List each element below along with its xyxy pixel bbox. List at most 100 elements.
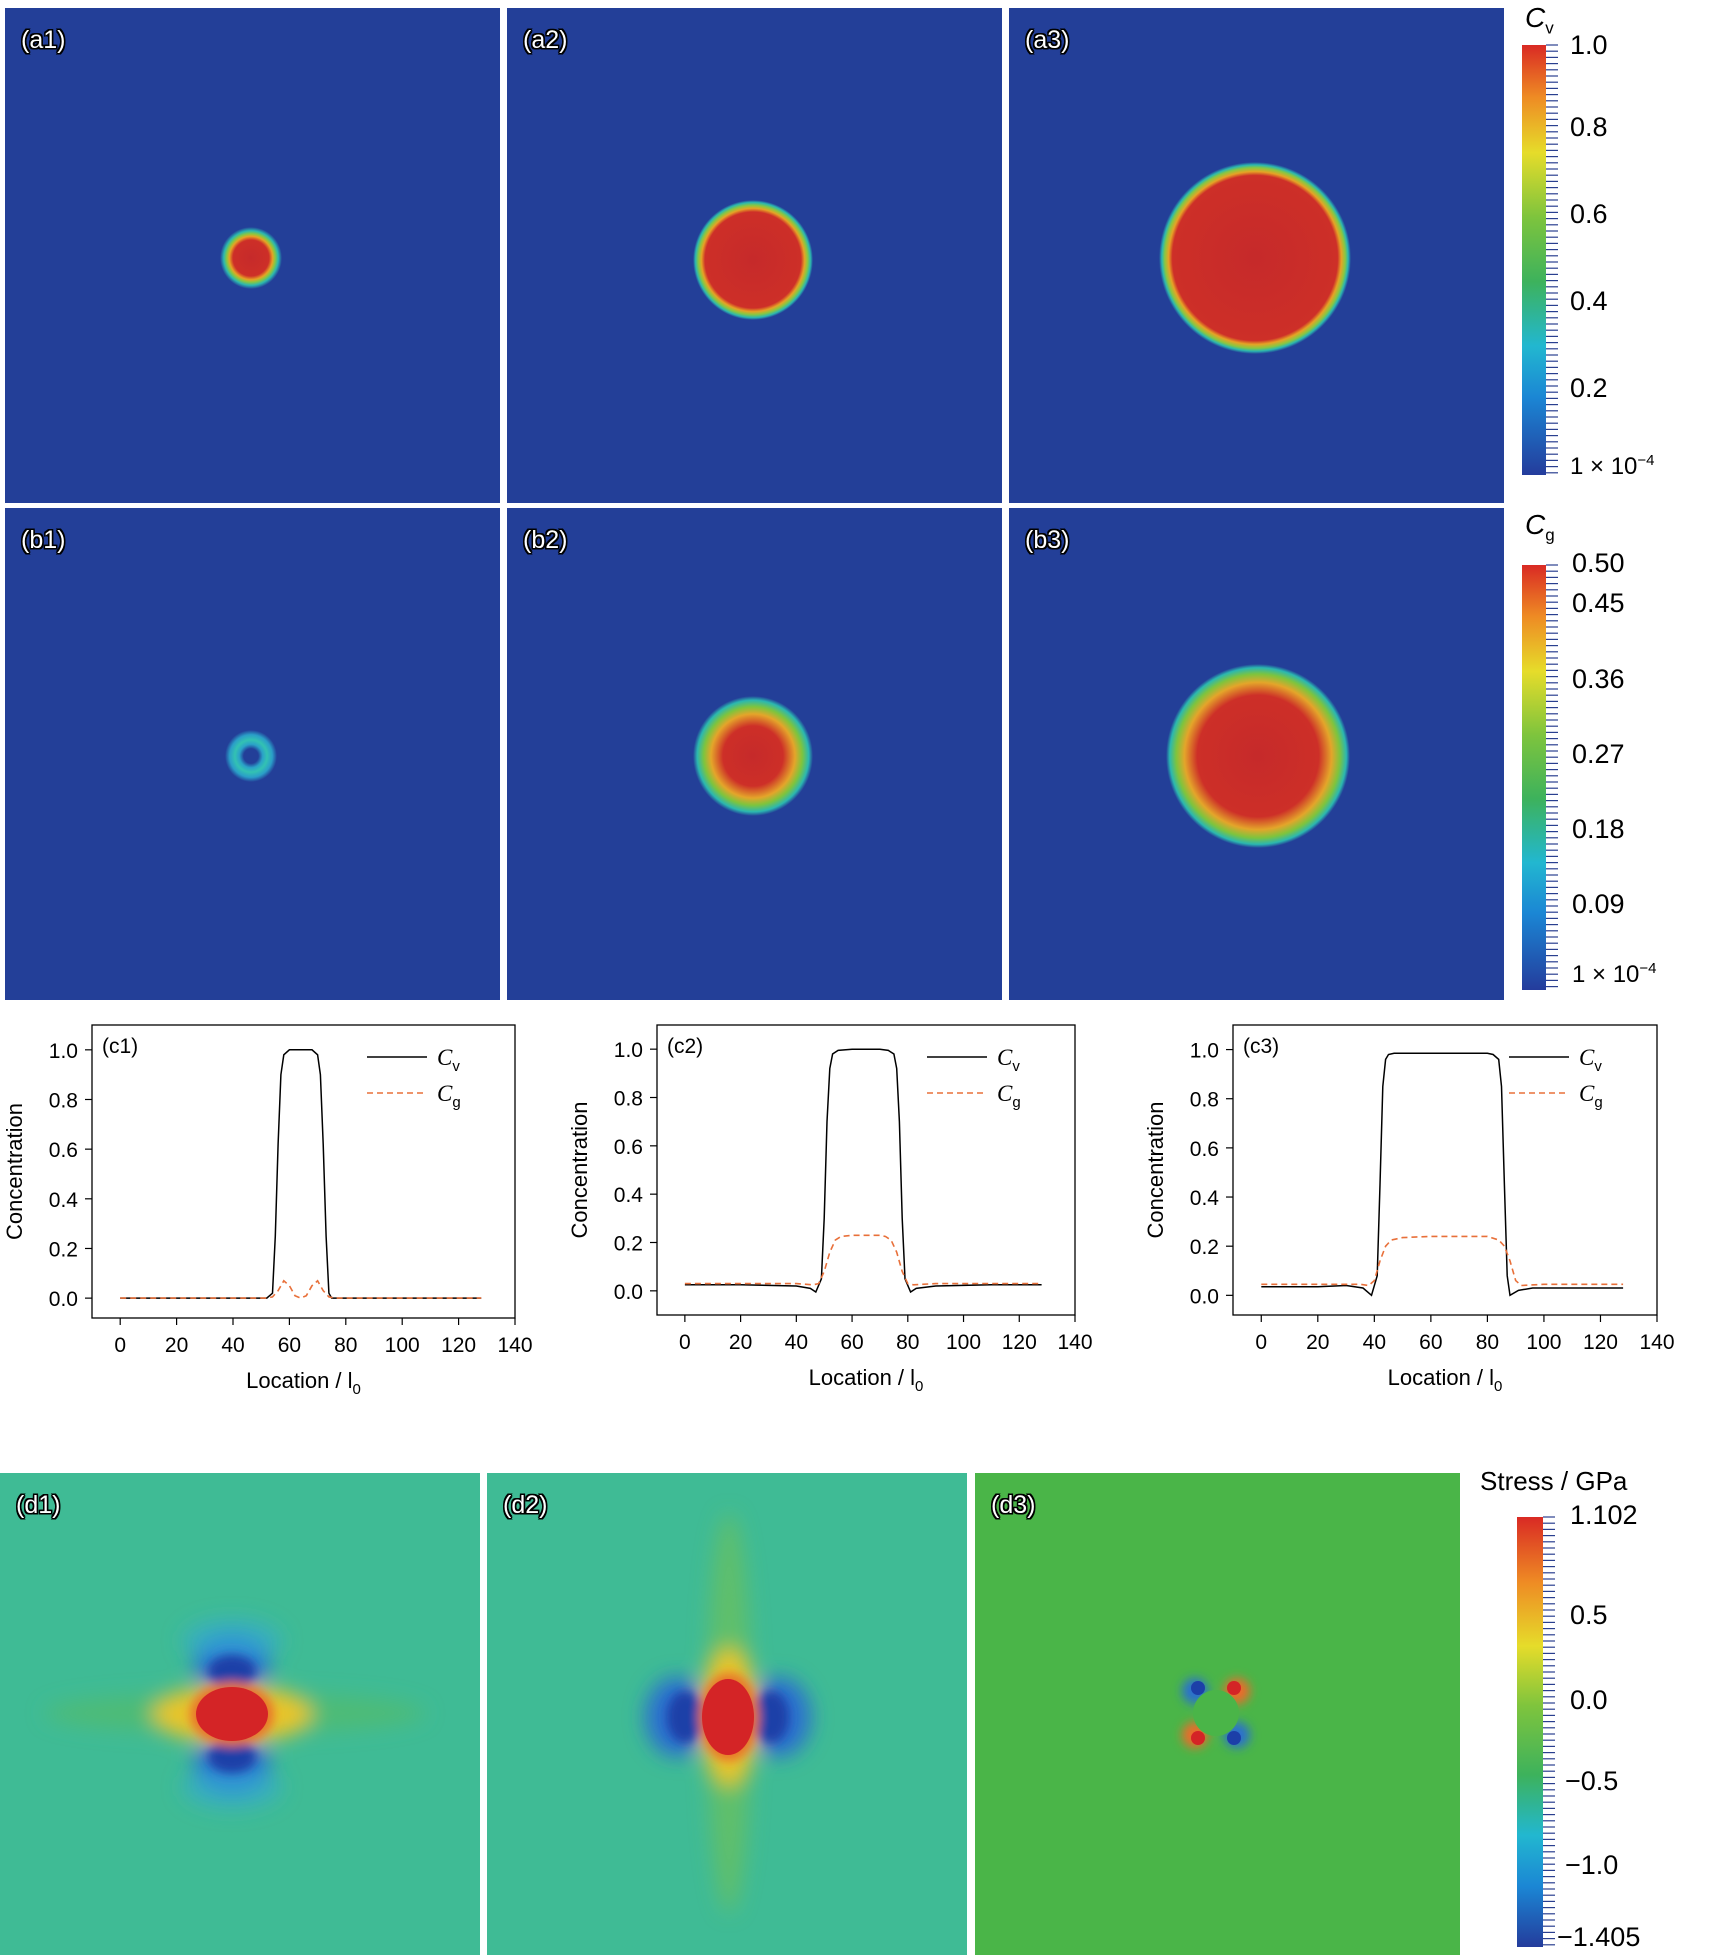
x-axis-label-sub: 0 [915,1378,923,1395]
x-tick-label: 40 [785,1331,808,1354]
colorbar-title: Stress / GPa [1480,1466,1628,1496]
x-tick-label: 60 [1419,1331,1442,1354]
x-tick-label: 20 [165,1334,188,1357]
series-line-v [1261,1052,1624,1297]
colorbar-tick: 1.102 [1570,1500,1638,1530]
x-tick-label: 20 [1306,1331,1329,1354]
x-tick-label: 80 [1476,1331,1499,1354]
map-d2: (d2) [487,1473,967,1955]
legend-label-sub: g [1012,1094,1020,1111]
plot-label: (c2) [667,1035,703,1058]
colorbar-tick: −0.5 [1565,1766,1619,1796]
y-tick-label: 0.8 [49,1089,78,1112]
y-tick-label: 1.0 [614,1039,643,1062]
colorbar-title: Cv [1525,2,1554,38]
legend-label: Cv [1579,1045,1602,1075]
x-tick-label: 40 [1363,1331,1386,1354]
x-tick-label: 120 [441,1334,476,1357]
plot-c2: 0 20 40 60 80 100 120 140 0.0 0.2 0.4 0.6 0.8 1.0 Loca… [567,1024,1093,1395]
series-line-g [120,1279,482,1299]
series-line-g [1261,1235,1624,1287]
y-tick-label: 0.4 [614,1184,644,1207]
plot-c3: 0 20 40 60 80 100 120 140 0.0 0.2 0.4 0.6 0.8 1.0 Loca… [1143,1024,1675,1395]
x-axis-label: Location / l0 [1388,1365,1503,1395]
x-tick-label: 120 [1002,1331,1037,1354]
panel-label: (a3) [1025,26,1070,54]
x-tick-label: 140 [497,1334,532,1357]
legend-label: Cg [997,1081,1021,1111]
legend-label-sub: g [1594,1094,1602,1111]
colorbar-tick: 0.2 [1570,373,1608,403]
y-axis-label: Concentration [2,1103,27,1240]
colorbar-cv: Cv 1.0 0.8 0.6 0.4 0.2 1 × 10−4 [1520,0,1710,500]
colorbar-stress: Stress / GPa 1.102 0.5 0.0 −0.5 −1.0 −1.… [1475,1460,1715,1955]
plot-c1: 0 20 40 60 80 100 120 140 0.0 0.2 0.4 0.6 0.8 1.0 Loca… [2,1024,533,1398]
legend-label: Cg [1579,1081,1603,1111]
colorbar-tick: 0.27 [1572,739,1625,769]
series-line-v [684,1048,1042,1294]
x-tick-label: 80 [896,1331,919,1354]
y-tick-label: 0.8 [1190,1089,1219,1112]
colorbar-tick: 0.50 [1572,548,1625,578]
x-tick-label: 60 [278,1334,301,1357]
y-axis-label: Concentration [1143,1102,1168,1239]
legend-label-sub: v [1012,1058,1020,1075]
colorbar-gradient [1517,1516,1555,1947]
map-b2: (b2) [507,508,1002,1000]
colorbar-tick: 0.0 [1570,1685,1608,1715]
map-b3: (b3) [1009,508,1504,1000]
legend-label-sub: v [452,1058,460,1075]
colorbar-tick: −1.0 [1565,1850,1619,1880]
map-a2: (a2) [507,8,1002,503]
y-tick-label: 0.0 [614,1281,643,1304]
panel-label: (d3) [991,1491,1036,1519]
legend-label: Cv [437,1045,460,1075]
panel-label: (d1) [16,1491,61,1519]
map-b1: (b1) [5,508,500,1000]
y-tick-label: 0.2 [614,1233,643,1256]
colorbar-title: Cg [1525,509,1555,545]
y-tick-label: 0.6 [614,1136,643,1159]
panel-label: (b1) [21,526,66,554]
plot-frame [91,1024,516,1319]
colorbar-tick: 1 × 10−4 [1572,960,1657,988]
legend-label-sub: v [1594,1058,1602,1075]
y-tick-label: 0.2 [1190,1236,1219,1259]
y-tick-label: 0.6 [49,1139,78,1162]
colorbar-tick: 0.6 [1570,199,1608,229]
colorbar-tick: 0.18 [1572,814,1625,844]
series-line-g [684,1234,1042,1286]
x-axis-label-sub: 0 [353,1381,361,1398]
x-tick-label: 60 [840,1331,863,1354]
panel-label: (a2) [523,26,568,54]
x-tick-label: 40 [221,1334,244,1357]
plot-frame [656,1024,1076,1316]
x-tick-label: 140 [1057,1331,1092,1354]
plot-label: (c1) [102,1035,138,1058]
colorbar-tick: 0.45 [1572,588,1625,618]
x-tick-label: 100 [385,1334,420,1357]
x-tick-label: 0 [1255,1331,1267,1354]
map-d1: (d1) [0,1473,480,1955]
y-tick-label: 0.8 [614,1088,643,1111]
colorbar-tick: 1 × 10−4 [1570,452,1655,480]
x-axis-label: Location / l0 [809,1365,924,1395]
map-a1: (a1) [5,8,500,503]
y-tick-label: 1.0 [49,1040,78,1063]
x-tick-label: 80 [334,1334,357,1357]
x-tick-label: 0 [114,1334,126,1357]
series-line-v [120,1049,482,1299]
panel-label: (a1) [21,26,66,54]
plot-label: (c3) [1243,1035,1279,1058]
colorbar-tick: 0.36 [1572,664,1625,694]
y-tick-label: 0.0 [1190,1285,1219,1308]
x-axis-label-sub: 0 [1494,1378,1502,1395]
y-tick-label: 0.0 [49,1288,78,1311]
legend-label-sub: g [452,1094,460,1111]
y-axis-label: Concentration [567,1102,592,1239]
colorbar-tick: 0.4 [1570,286,1608,316]
panel-label: (b2) [523,526,568,554]
x-tick-label: 100 [1526,1331,1561,1354]
colorbar-gradient [1522,44,1558,475]
colorbar-tick: −1.405 [1557,1922,1641,1952]
